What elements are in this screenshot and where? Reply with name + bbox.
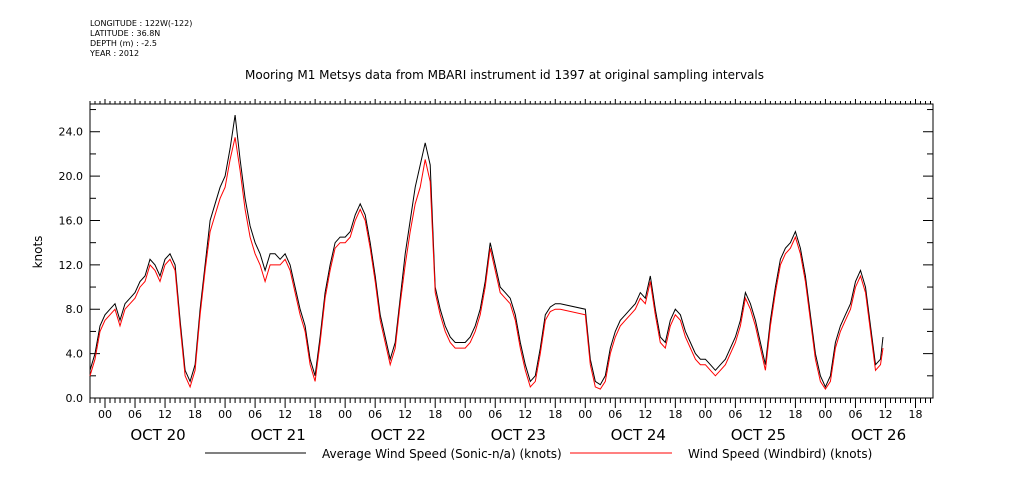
x-hour-label: 00 [218, 408, 232, 421]
legend: Average Wind Speed (Sonic-n/a) (knots) W… [205, 447, 872, 461]
latitude-text: LATITUDE : 36.8N [90, 29, 161, 38]
x-day-label: OCT 21 [250, 426, 305, 444]
legend-label-average: Average Wind Speed (Sonic-n/a) (knots) [322, 447, 562, 461]
chart-title: Mooring M1 Metsys data from MBARI instru… [245, 68, 764, 82]
x-hour-label: 12 [518, 408, 532, 421]
y-tick-label: 8.0 [66, 303, 84, 316]
series-line-windbird-wind-speed [89, 137, 884, 391]
x-hour-label: 18 [548, 408, 562, 421]
x-hour-label: 00 [98, 408, 112, 421]
year-text: YEAR : 2012 [90, 49, 140, 58]
x-hour-label: 06 [368, 408, 382, 421]
x-hour-label: 12 [878, 408, 892, 421]
axes-group: 0.0 4.0 8.0 12.0 16.0 20.0 24.0 00 06 12 18 00 06 12 1… [59, 99, 933, 444]
x-hour-label: 06 [848, 408, 862, 421]
x-day-label: OCT 20 [130, 426, 185, 444]
station-metadata: LONGITUDE : 122W(-122) LATITUDE : 36.8N DE… [90, 19, 192, 59]
longitude-text: LONGITUDE : 122W(-122) [90, 19, 193, 28]
plot-frame [89, 103, 934, 399]
x-hour-label: 18 [188, 408, 202, 421]
depth-text: DEPTH (m) : -2.5 [90, 39, 157, 48]
y-tick-label: 20.0 [59, 170, 84, 183]
legend-label-windbird: Wind Speed (Windbird) (knots) [688, 447, 872, 461]
y-tick-label: 16.0 [59, 214, 84, 227]
x-hour-label: 18 [788, 408, 802, 421]
x-hour-label: 00 [698, 408, 712, 421]
x-hour-label: 12 [638, 408, 652, 421]
x-hour-label: 18 [308, 408, 322, 421]
x-hour-label: 18 [428, 408, 442, 421]
y-tick-label: 24.0 [59, 126, 84, 139]
x-hour-label: 00 [578, 408, 592, 421]
x-hour-label: 06 [488, 408, 502, 421]
x-hour-label: 00 [458, 408, 472, 421]
x-hour-label: 06 [248, 408, 262, 421]
x-day-label: OCT 26 [851, 426, 906, 444]
x-day-label: OCT 23 [491, 426, 546, 444]
x-day-label: OCT 22 [371, 426, 426, 444]
x-hour-label: 12 [158, 408, 172, 421]
x-hour-label: 12 [278, 408, 292, 421]
x-hour-label: 18 [668, 408, 682, 421]
x-hour-label: 12 [398, 408, 412, 421]
y-tick-label: 0.0 [66, 392, 84, 405]
x-hour-label: 00 [818, 408, 832, 421]
x-day-label: OCT 24 [611, 426, 666, 444]
series-line-average-wind-speed [89, 115, 884, 389]
x-hour-label: 18 [908, 408, 922, 421]
y-axis-label: knots [31, 236, 45, 269]
x-hour-label: 06 [608, 408, 622, 421]
x-hour-label: 12 [758, 408, 772, 421]
x-hour-label: 06 [128, 408, 142, 421]
y-tick-label: 12.0 [59, 259, 84, 272]
y-tick-label: 4.0 [66, 348, 84, 361]
x-day-label: OCT 25 [731, 426, 786, 444]
series-group [89, 115, 884, 391]
x-hour-label: 06 [728, 408, 742, 421]
x-hour-label: 00 [338, 408, 352, 421]
